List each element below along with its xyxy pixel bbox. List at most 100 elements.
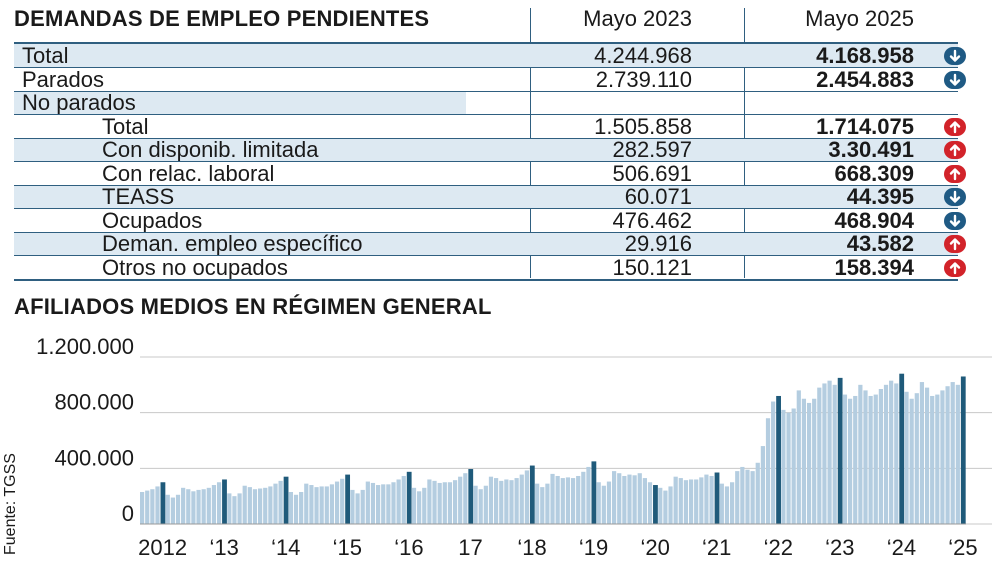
value-may-2025: 1.714.075 bbox=[816, 113, 914, 139]
bar bbox=[355, 493, 360, 524]
table-row: No parados bbox=[14, 91, 958, 115]
bar bbox=[596, 482, 601, 524]
x-tick-label: ‘16 bbox=[394, 535, 423, 560]
row-label: Con relac. laboral bbox=[102, 160, 275, 186]
bar bbox=[386, 484, 391, 524]
bar bbox=[586, 466, 591, 524]
bar bbox=[930, 395, 935, 524]
bar bbox=[334, 481, 340, 524]
bar bbox=[909, 398, 914, 524]
bar bbox=[473, 485, 478, 524]
x-tick-label: ‘23 bbox=[825, 535, 854, 560]
bar bbox=[694, 479, 699, 524]
bar bbox=[324, 486, 329, 524]
bar bbox=[658, 487, 663, 524]
y-tick-label: 1.200.000 bbox=[36, 334, 134, 359]
bar bbox=[724, 486, 730, 524]
arrow-up-circle-icon bbox=[944, 258, 966, 277]
x-tick-label: ‘21 bbox=[702, 535, 731, 560]
bar bbox=[663, 490, 668, 524]
bar bbox=[688, 479, 694, 524]
bar bbox=[524, 470, 529, 524]
separator-row bbox=[14, 90, 958, 92]
x-tick-label: ‘19 bbox=[579, 535, 608, 560]
bar bbox=[730, 482, 735, 524]
arrow-down-circle-icon bbox=[944, 47, 966, 65]
bar bbox=[801, 398, 807, 524]
arrow-up-circle-icon bbox=[944, 141, 966, 159]
bar bbox=[853, 395, 858, 524]
bar bbox=[791, 408, 796, 524]
bar bbox=[704, 474, 709, 524]
bar bbox=[612, 471, 617, 524]
bar bbox=[196, 489, 201, 524]
bar-highlight-may bbox=[899, 373, 905, 524]
bar-highlight-may bbox=[837, 377, 843, 524]
column-header-may-2023: Mayo 2023 bbox=[583, 6, 692, 31]
bar bbox=[894, 383, 899, 524]
bar bbox=[848, 398, 853, 524]
bar bbox=[719, 483, 724, 524]
table-row: Otros no ocupados 150.121 158.394 bbox=[14, 255, 966, 280]
bar bbox=[242, 485, 247, 524]
bar bbox=[545, 483, 550, 524]
row-label: Total bbox=[22, 43, 69, 68]
bar bbox=[622, 475, 627, 524]
table-row: Parados 2.739.110 2.454.883 bbox=[14, 66, 966, 92]
bar bbox=[673, 476, 678, 524]
row-background bbox=[14, 138, 958, 162]
bar bbox=[432, 480, 437, 524]
bar-highlight-may bbox=[160, 482, 166, 524]
bar bbox=[175, 494, 181, 524]
bar bbox=[319, 486, 324, 524]
bar bbox=[206, 487, 211, 524]
bar bbox=[350, 489, 355, 524]
arrow-up-circle-icon bbox=[944, 164, 966, 183]
x-tick-label: ‘25 bbox=[948, 535, 977, 560]
bar bbox=[935, 394, 940, 524]
bar bbox=[458, 476, 463, 524]
bar bbox=[278, 480, 283, 524]
bar bbox=[786, 412, 791, 524]
value-may-2025: 43.582 bbox=[846, 231, 914, 256]
x-tick-label: 2012 bbox=[138, 535, 187, 560]
value-may-2025: 2.454.883 bbox=[816, 66, 914, 92]
bar bbox=[237, 493, 242, 524]
separator-row bbox=[14, 114, 958, 115]
bar bbox=[878, 389, 883, 524]
bar-highlight-may bbox=[406, 471, 412, 524]
value-may-2023: 476.462 bbox=[612, 207, 692, 233]
bar bbox=[252, 489, 258, 524]
bar bbox=[842, 394, 848, 524]
column-header-may-2025: Mayo 2025 bbox=[805, 6, 914, 31]
bar bbox=[919, 382, 925, 524]
separator-header bbox=[14, 42, 958, 44]
x-tick-label: ‘18 bbox=[517, 535, 546, 560]
bar bbox=[735, 471, 740, 524]
separator-row bbox=[14, 137, 958, 139]
bar bbox=[401, 475, 406, 524]
bar bbox=[509, 480, 514, 524]
bar bbox=[740, 466, 745, 524]
bar bbox=[170, 497, 175, 524]
afiliados-bar-chart: 0 400.000 800.000 1.200.000 2012 ‘13 ‘14 ‘15 ‘16… bbox=[36, 334, 992, 560]
x-tick-label: ‘15 bbox=[333, 535, 362, 560]
bar bbox=[227, 493, 232, 524]
bar bbox=[832, 384, 837, 524]
bar bbox=[504, 479, 509, 524]
arrow-down-circle-icon bbox=[944, 188, 966, 206]
bar bbox=[411, 487, 417, 524]
bar bbox=[483, 485, 488, 524]
row-background bbox=[14, 185, 958, 209]
bar bbox=[796, 390, 801, 524]
bar bbox=[678, 478, 683, 524]
bar bbox=[232, 496, 237, 524]
bar bbox=[155, 486, 160, 524]
bar bbox=[463, 473, 468, 524]
bar bbox=[889, 380, 894, 524]
bar bbox=[535, 483, 540, 524]
bar bbox=[268, 486, 273, 524]
bar bbox=[314, 487, 319, 524]
bar bbox=[817, 387, 822, 524]
bar bbox=[550, 473, 555, 524]
